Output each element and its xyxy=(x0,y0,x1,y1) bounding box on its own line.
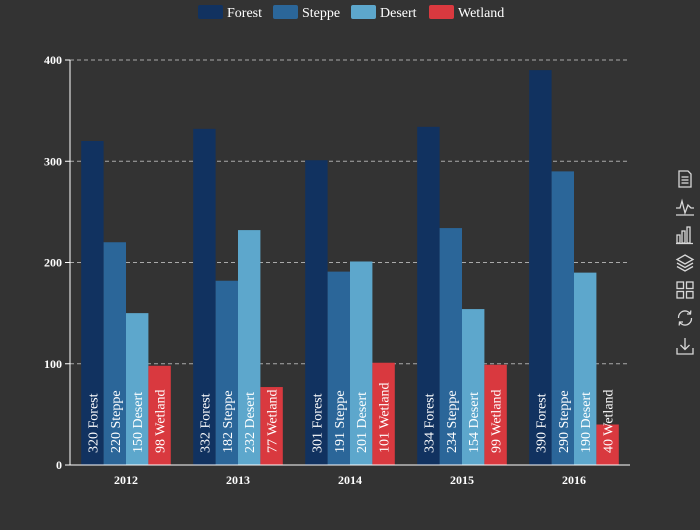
bar-label-wetland-2013: 77 Wetland xyxy=(266,389,281,453)
legend-swatch xyxy=(429,5,454,19)
legend-label: Steppe xyxy=(302,6,340,21)
bar-desert-2016 xyxy=(574,272,597,465)
legend-swatch xyxy=(273,5,298,19)
bar-forest-2012 xyxy=(81,141,104,465)
bar-label-forest-2016: 390 Forest xyxy=(534,393,549,453)
toolbox xyxy=(675,170,695,355)
x-tick-label-2012: 2012 xyxy=(114,473,138,487)
restore-icon[interactable] xyxy=(677,310,693,326)
bar-steppe-2014 xyxy=(327,271,350,465)
legend-item-forest[interactable]: Forest xyxy=(198,5,262,21)
bar-forest-2016 xyxy=(529,70,552,465)
bar-steppe-2016 xyxy=(551,171,574,465)
bar-label-forest-2014: 301 Forest xyxy=(310,393,325,453)
bar-label-desert-2014: 201 Desert xyxy=(355,392,370,453)
bar-label-desert-2016: 190 Desert xyxy=(579,392,594,453)
legend-swatch xyxy=(351,5,376,19)
bar-label-forest-2015: 334 Forest xyxy=(422,393,437,453)
bar-label-steppe-2015: 234 Steppe xyxy=(445,390,460,453)
legend-item-steppe[interactable]: Steppe xyxy=(273,5,340,21)
bar-label-steppe-2013: 182 Steppe xyxy=(221,390,236,453)
bar-forest-2013 xyxy=(193,128,216,465)
y-tick-label: 400 xyxy=(44,53,62,67)
bar-steppe-2015 xyxy=(439,228,462,465)
bar-chart-icon[interactable] xyxy=(676,226,693,245)
x-tick-label-2014: 2014 xyxy=(338,473,362,487)
bar-label-wetland-2012: 98 Wetland xyxy=(154,389,169,453)
data-view-icon[interactable] xyxy=(678,170,692,188)
bar-label-desert-2012: 150 Desert xyxy=(131,392,146,453)
bar-label-forest-2012: 320 Forest xyxy=(86,393,101,453)
legend-item-desert[interactable]: Desert xyxy=(351,5,417,21)
legend-label: Wetland xyxy=(458,6,504,21)
legend-label: Desert xyxy=(380,6,417,21)
x-tick-label-2016: 2016 xyxy=(562,473,586,487)
bar-label-wetland-2016: 40 Wetland xyxy=(602,389,617,453)
x-tick-label-2015: 2015 xyxy=(450,473,474,487)
bar-wetland-2013 xyxy=(260,387,283,465)
x-tick-label-2013: 2013 xyxy=(226,473,250,487)
y-tick-label: 100 xyxy=(44,357,62,371)
bar-desert-2015 xyxy=(462,309,485,465)
bars: 320 Forest 220 Steppe 150 Desert 98 Wetland… xyxy=(81,70,619,466)
legend: Forest Steppe Desert Wetland xyxy=(198,5,504,21)
bar-steppe-2013 xyxy=(215,280,238,465)
bar-label-steppe-2016: 290 Steppe xyxy=(557,390,572,453)
axes: 0 100 200 300 400 2012 2013 2014 2015 2016 xyxy=(44,53,630,487)
tiled-icon[interactable] xyxy=(676,281,694,299)
bar-desert-2013 xyxy=(238,230,261,465)
legend-label: Forest xyxy=(227,6,262,21)
bar-label-desert-2013: 232 Desert xyxy=(243,392,258,453)
stack-icon[interactable] xyxy=(675,254,695,272)
line-chart-icon[interactable] xyxy=(676,198,694,216)
legend-swatch xyxy=(198,5,223,19)
save-image-icon[interactable] xyxy=(676,338,694,355)
bar-forest-2015 xyxy=(417,126,440,465)
y-tick-label: 300 xyxy=(44,154,62,168)
bar-label-steppe-2014: 191 Steppe xyxy=(333,390,348,453)
bar-steppe-2012 xyxy=(103,242,126,465)
y-tick-label: 200 xyxy=(44,256,62,270)
bar-desert-2012 xyxy=(126,313,149,465)
bar-wetland-2016 xyxy=(596,424,619,465)
bar-forest-2014 xyxy=(305,160,328,466)
bar-wetland-2014 xyxy=(372,362,395,465)
bar-wetland-2015 xyxy=(484,364,507,465)
legend-item-wetland[interactable]: Wetland xyxy=(429,5,504,21)
bar-label-wetland-2014: 101 Wetland xyxy=(378,382,393,453)
bar-desert-2014 xyxy=(350,261,373,465)
bar-label-forest-2013: 332 Forest xyxy=(198,393,213,453)
bar-label-wetland-2015: 99 Wetland xyxy=(490,389,505,453)
y-tick-label: 0 xyxy=(56,458,62,472)
bar-wetland-2012 xyxy=(148,365,171,465)
bar-label-desert-2015: 154 Desert xyxy=(467,392,482,453)
bar-label-steppe-2012: 220 Steppe xyxy=(109,390,124,453)
